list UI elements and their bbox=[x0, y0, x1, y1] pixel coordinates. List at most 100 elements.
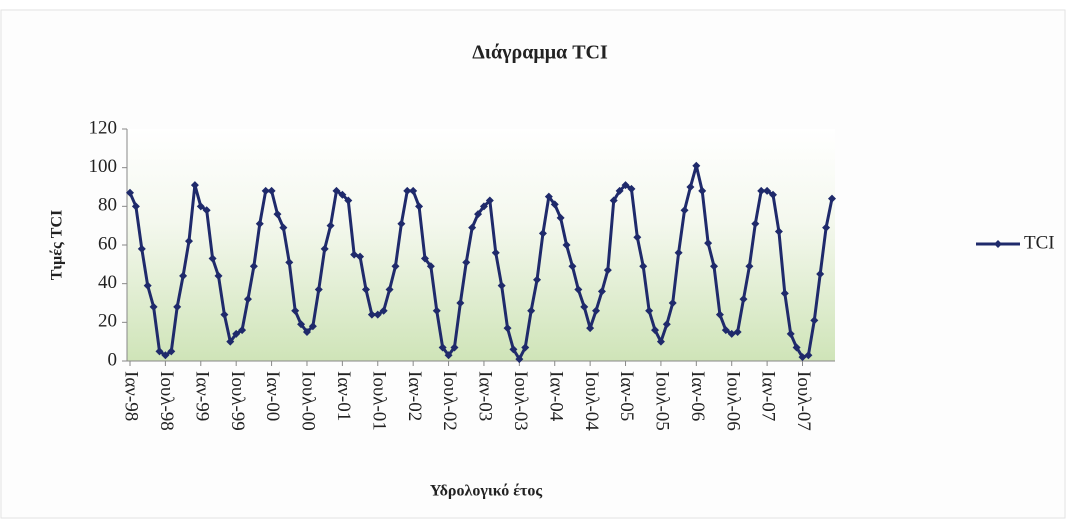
x-tick-label: Ιουλ-99 bbox=[227, 371, 248, 431]
marker bbox=[497, 281, 506, 290]
marker bbox=[810, 316, 819, 325]
marker bbox=[444, 351, 453, 360]
marker bbox=[279, 223, 288, 232]
marker bbox=[196, 202, 205, 211]
marker bbox=[131, 202, 140, 211]
marker bbox=[314, 285, 323, 294]
marker bbox=[338, 190, 347, 199]
marker bbox=[521, 343, 530, 352]
marker bbox=[556, 213, 565, 222]
marker bbox=[450, 343, 459, 352]
marker bbox=[420, 254, 429, 263]
x-tick-label: Ιαν-04 bbox=[545, 371, 566, 422]
marker bbox=[173, 302, 182, 311]
marker bbox=[674, 248, 683, 257]
marker bbox=[332, 186, 341, 195]
x-tick-label: Ιαν-07 bbox=[758, 371, 779, 421]
marker bbox=[656, 337, 665, 346]
marker bbox=[597, 287, 606, 296]
y-tick-label: 20 bbox=[98, 311, 117, 332]
marker bbox=[574, 285, 583, 294]
marker bbox=[544, 192, 553, 201]
x-tick-label: Ιαν-05 bbox=[616, 371, 637, 421]
marker bbox=[226, 337, 235, 346]
x-tick-label: Ιαν-00 bbox=[262, 371, 283, 421]
marker bbox=[356, 252, 365, 261]
marker bbox=[603, 266, 612, 275]
marker bbox=[562, 241, 571, 249]
marker bbox=[297, 320, 306, 329]
x-tick-label: Ιουλ-06 bbox=[722, 371, 743, 431]
marker bbox=[704, 239, 713, 248]
marker bbox=[344, 196, 353, 205]
marker bbox=[379, 306, 388, 315]
marker bbox=[780, 289, 789, 298]
x-tick-label: Ιουλ-05 bbox=[652, 371, 673, 431]
marker bbox=[721, 326, 730, 335]
marker bbox=[391, 262, 400, 271]
marker bbox=[715, 310, 724, 319]
marker bbox=[126, 188, 134, 197]
marker bbox=[621, 181, 630, 190]
marker bbox=[202, 206, 211, 215]
y-tick-label: 40 bbox=[98, 272, 117, 293]
marker bbox=[385, 285, 394, 294]
marker bbox=[137, 244, 146, 253]
marker bbox=[538, 229, 547, 238]
x-tick-label: Ιουλ-98 bbox=[156, 371, 177, 431]
marker bbox=[214, 271, 223, 280]
marker bbox=[373, 310, 382, 319]
marker bbox=[503, 324, 512, 333]
marker bbox=[698, 186, 707, 195]
marker bbox=[155, 347, 164, 356]
marker bbox=[763, 186, 772, 195]
marker bbox=[438, 343, 447, 352]
marker bbox=[686, 183, 695, 191]
marker bbox=[415, 202, 424, 211]
x-tick-label: Ιαν-01 bbox=[333, 371, 354, 421]
marker bbox=[479, 202, 488, 211]
chart-title: Διάγραμμα TCI bbox=[472, 42, 608, 64]
marker bbox=[161, 351, 170, 360]
marker bbox=[751, 219, 760, 228]
marker bbox=[792, 343, 801, 352]
marker bbox=[769, 190, 778, 199]
marker bbox=[462, 258, 471, 267]
marker bbox=[586, 324, 595, 333]
marker bbox=[456, 299, 465, 307]
marker bbox=[745, 262, 754, 271]
marker bbox=[238, 326, 247, 335]
marker bbox=[184, 237, 193, 246]
y-axis-title: Τιμές TCI bbox=[49, 210, 66, 280]
legend-marker bbox=[994, 240, 1002, 248]
marker bbox=[308, 322, 317, 331]
marker bbox=[397, 219, 406, 228]
marker bbox=[249, 262, 258, 271]
marker bbox=[491, 248, 500, 257]
marker bbox=[432, 306, 441, 315]
marker bbox=[739, 295, 748, 304]
x-tick-label: Ιαν-98 bbox=[121, 371, 142, 421]
marker bbox=[662, 320, 671, 329]
marker bbox=[273, 210, 282, 219]
y-tick-label: 80 bbox=[98, 195, 117, 216]
marker bbox=[267, 186, 276, 195]
marker bbox=[291, 306, 300, 315]
marker bbox=[143, 281, 152, 290]
marker bbox=[474, 210, 483, 219]
marker bbox=[509, 345, 518, 354]
marker bbox=[651, 326, 660, 335]
marker bbox=[232, 329, 241, 338]
y-tick-label: 0 bbox=[108, 349, 118, 370]
marker bbox=[680, 206, 689, 215]
marker bbox=[568, 262, 577, 271]
marker bbox=[668, 299, 677, 307]
marker bbox=[243, 295, 252, 304]
x-axis-title: Υδρολογικό έτος bbox=[430, 483, 543, 500]
marker bbox=[710, 262, 719, 271]
x-tick-label: Ιουλ-01 bbox=[368, 371, 389, 431]
marker bbox=[167, 347, 176, 356]
y-tick-label: 120 bbox=[89, 117, 118, 138]
x-tick-label: Ιαν-02 bbox=[404, 371, 425, 421]
plot-area bbox=[127, 129, 835, 361]
